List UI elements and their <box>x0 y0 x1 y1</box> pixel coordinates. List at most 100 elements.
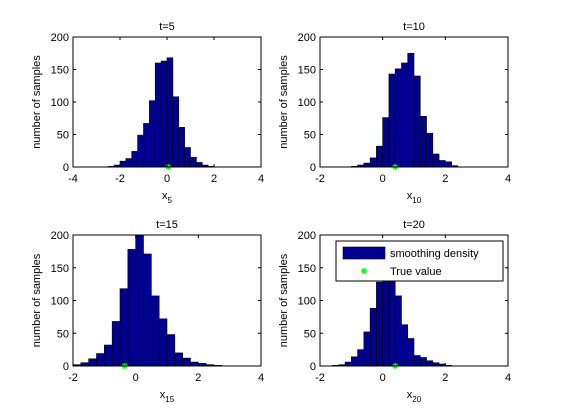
true-value-star-stroke <box>361 268 367 274</box>
x-tick-label: 2 <box>442 372 448 384</box>
histogram-bar <box>401 324 409 366</box>
x-tick-label: 2 <box>195 372 201 384</box>
y-tick-label: 100 <box>298 296 316 308</box>
y-tick-label: 200 <box>51 230 69 242</box>
histogram-bar <box>357 349 365 366</box>
y-tick-label: 0 <box>63 162 69 174</box>
x-tick-label: 0 <box>164 173 170 185</box>
subplot-title: t=20 <box>403 219 425 231</box>
histogram-bar <box>119 288 129 366</box>
histogram-bar <box>190 156 197 167</box>
histogram-bar <box>407 338 415 366</box>
histogram-bar <box>182 357 191 366</box>
y-tick-label: 0 <box>310 162 316 174</box>
histogram-bar <box>388 73 396 167</box>
x-axis-label: x15 <box>160 389 175 404</box>
histogram-bar <box>196 162 203 167</box>
histogram-bar <box>127 249 136 366</box>
histogram-bar <box>172 96 180 167</box>
histogram-bar <box>376 281 383 366</box>
y-axis-label: number of samples <box>278 55 290 149</box>
histogram-bar <box>131 151 138 167</box>
histogram-bar <box>174 352 183 366</box>
x-tick-label: 0 <box>380 173 386 185</box>
histogram-bars <box>332 259 452 366</box>
histogram-bar <box>363 162 371 167</box>
y-axis-label: number of samples <box>278 253 290 347</box>
histogram-bar <box>119 160 127 167</box>
histogram-bar <box>344 361 352 366</box>
histogram-bar <box>432 153 440 167</box>
y-tick-label: 150 <box>298 65 316 77</box>
y-tick-label: 150 <box>51 263 69 275</box>
y-tick-label: 100 <box>51 97 69 109</box>
x-tick-label: 4 <box>505 173 511 185</box>
x-axis-label: x20 <box>407 389 422 404</box>
histogram-bar <box>363 331 371 366</box>
y-tick-label: 150 <box>51 65 69 77</box>
histogram-bar <box>135 235 144 366</box>
histogram-bar <box>160 60 168 167</box>
histogram-bar <box>151 295 160 366</box>
subplot-title: t=5 <box>159 21 175 33</box>
x-axis-label-base: x <box>160 389 166 401</box>
x-axis-label: x5 <box>162 190 173 205</box>
x-axis-label-subscript: 5 <box>168 196 173 205</box>
legend-swatch-bar <box>342 246 386 260</box>
y-tick-label: 200 <box>51 32 69 44</box>
histogram-bar <box>166 334 176 366</box>
histogram-bar <box>419 116 427 167</box>
x-tick-label: 0 <box>133 372 139 384</box>
x-tick-label: 2 <box>211 173 217 185</box>
histogram-bar <box>149 100 156 167</box>
x-tick-label: 0 <box>380 372 386 384</box>
histogram-bar <box>413 75 421 167</box>
y-tick-label: 100 <box>298 97 316 109</box>
x-tick-label: 4 <box>258 372 264 384</box>
histogram-bar <box>394 68 402 167</box>
x-tick-label: -2 <box>315 173 325 185</box>
histogram-bar <box>111 321 121 366</box>
histogram-bar <box>137 134 144 167</box>
histogram-bar <box>376 145 383 167</box>
x-axis-label-subscript: 15 <box>165 395 174 404</box>
legend-entry-true-value: True value <box>390 266 442 278</box>
y-tick-label: 50 <box>57 130 69 142</box>
x-tick-label: -4 <box>68 173 78 185</box>
histogram-bar <box>407 52 415 167</box>
histogram-bar <box>445 161 452 167</box>
histogram-bar <box>125 158 133 167</box>
x-axis-label-subscript: 10 <box>412 196 421 205</box>
histogram-bar <box>426 360 434 366</box>
x-axis-label-base: x <box>162 190 168 202</box>
subplot-title: t=15 <box>156 219 178 231</box>
x-axis-label-subscript: 20 <box>412 395 421 404</box>
x-tick-label: 4 <box>505 372 511 384</box>
y-tick-label: 150 <box>298 263 316 275</box>
histogram-bar <box>382 117 390 167</box>
histogram-bar <box>143 123 150 167</box>
y-axis-label: number of samples <box>31 253 43 347</box>
histogram-bars <box>73 235 223 366</box>
histogram-bar <box>201 164 209 167</box>
histogram-bars <box>107 57 215 167</box>
y-tick-label: 200 <box>298 230 316 242</box>
x-tick-label: 2 <box>442 173 448 185</box>
histogram-bar <box>413 355 421 366</box>
subplot-1: -4 -2 0 2 4 0 50 100 150 200 t=5 x5 number of sample… <box>31 21 264 205</box>
histogram-bar <box>104 344 113 366</box>
x-axis-label: x10 <box>407 190 422 205</box>
histogram-bars <box>351 52 459 167</box>
x-tick-label: -2 <box>115 173 125 185</box>
y-tick-label: 50 <box>57 328 69 340</box>
y-tick-label: 50 <box>304 328 316 340</box>
y-tick-label: 50 <box>304 130 316 142</box>
histogram-bar <box>178 127 185 167</box>
legend: smoothing density True value <box>335 240 504 282</box>
histogram-bar <box>184 147 191 167</box>
histogram-bar <box>351 356 358 366</box>
